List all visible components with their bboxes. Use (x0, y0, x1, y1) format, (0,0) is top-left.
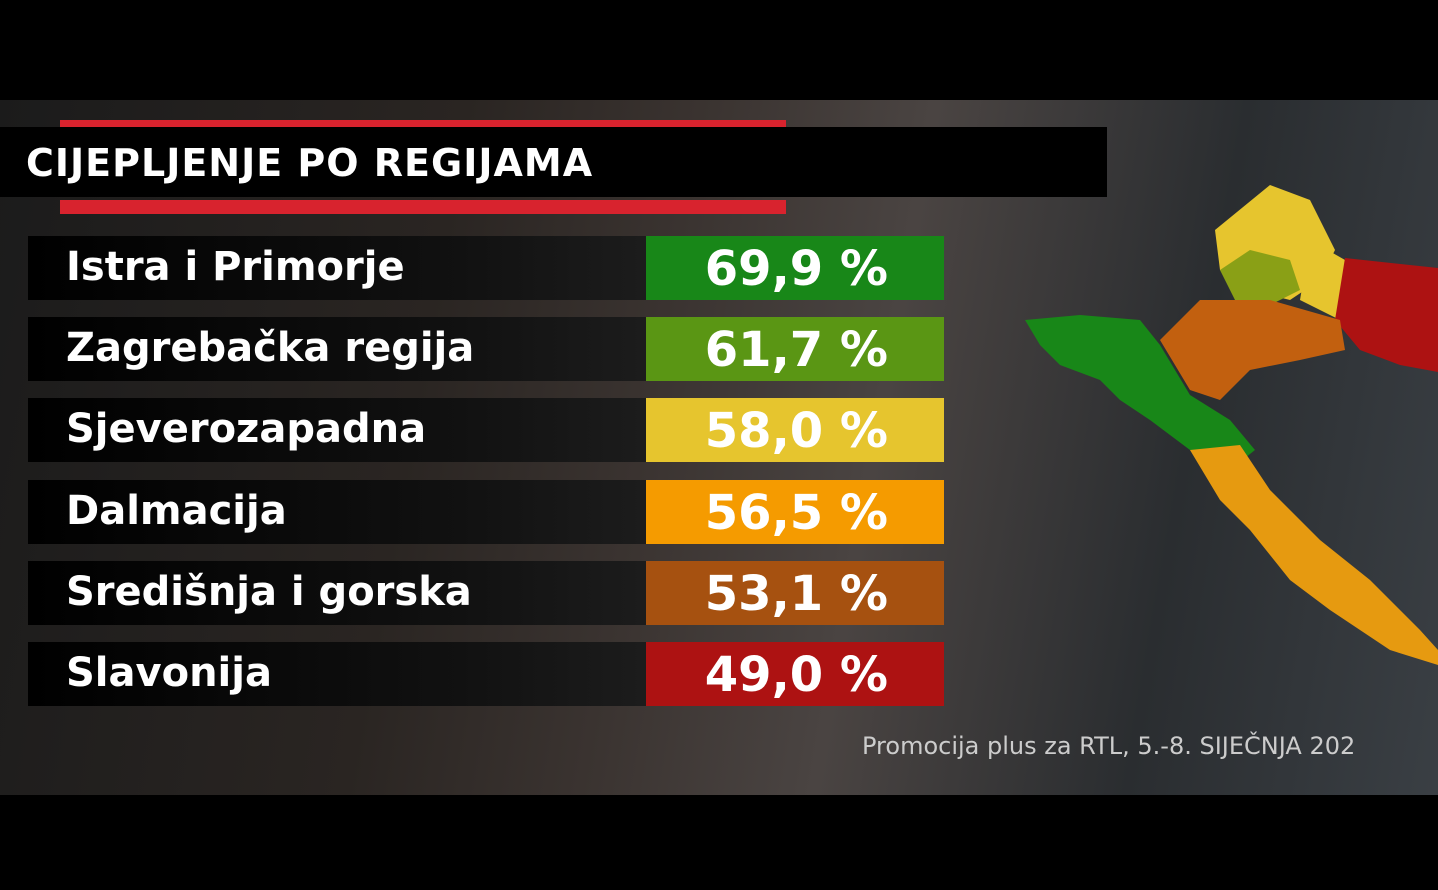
row-value: 56,5 % (704, 484, 888, 541)
row-value-box: 53,1 % (646, 560, 944, 625)
row-value-box: 58,0 % (646, 398, 944, 463)
map-istria (1025, 315, 1255, 470)
source-note: Promocija plus za RTL, 5.-8. SIJEČNJA 20… (862, 732, 1356, 760)
row-value: 58,0 % (704, 403, 888, 460)
map-central (1160, 300, 1345, 400)
row-label: Istra i Primorje (66, 244, 405, 290)
letterbox (0, 0, 1438, 100)
row-value-box: 56,5 % (646, 479, 944, 544)
map-dalmatia (1190, 445, 1438, 665)
row-label-box: Sjeverozapadna (28, 398, 646, 463)
row-label-box: Dalmacija (28, 479, 646, 544)
map-slavonia (1335, 258, 1438, 372)
row-label-box: Istra i Primorje (28, 236, 646, 300)
title: CIJEPLJENJE PO REGIJAMA (26, 141, 594, 185)
letterbox (0, 795, 1438, 890)
row-value: 69,9 % (704, 241, 888, 297)
red-rule (60, 120, 786, 127)
row-label: Slavonija (66, 650, 272, 696)
row-label-box: Slavonija (28, 642, 646, 706)
row-value: 53,1 % (704, 565, 888, 622)
row-value: 49,0 % (704, 647, 888, 703)
row-label-box: Zagrebačka regija (28, 317, 646, 382)
row-label: Dalmacija (66, 487, 287, 534)
row-label-box: Središnja i gorska (28, 560, 646, 625)
row-value-box: 61,7 % (646, 317, 944, 382)
title-bar: CIJEPLJENJE PO REGIJAMA (0, 127, 1107, 197)
row-value: 61,7 % (704, 322, 888, 379)
row-value-box: 69,9 % (646, 236, 944, 300)
row-label: Sjeverozapadna (66, 406, 427, 453)
map-zagreb (1220, 250, 1300, 305)
red-rule (60, 200, 786, 214)
row-label: Središnja i gorska (66, 568, 472, 615)
row-value-box: 49,0 % (646, 642, 944, 706)
row-label: Zagrebačka regija (66, 325, 475, 372)
